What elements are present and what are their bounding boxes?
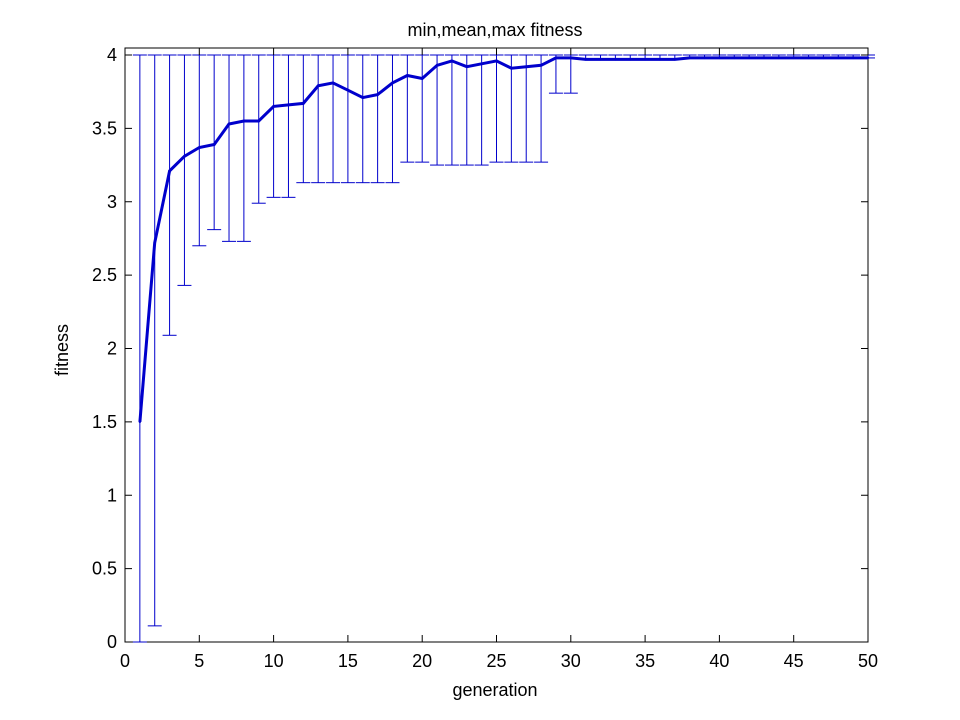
x-tick-label: 50: [858, 651, 878, 671]
x-axis-ticks: 0 5 10 15 20 25 30 35 40 45 50: [120, 48, 878, 671]
y-tick-label: 1.5: [92, 412, 117, 432]
min-max-range-bars: [139, 55, 869, 642]
mean-point: [525, 65, 528, 68]
x-tick-label: 45: [784, 651, 804, 671]
mean-point: [614, 58, 617, 61]
mean-point: [421, 77, 424, 80]
mean-point: [168, 169, 171, 173]
mean-point: [599, 58, 602, 61]
y-tick-label: 3: [107, 192, 117, 212]
mean-point: [510, 67, 513, 70]
mean-point: [376, 93, 379, 96]
mean-points: [138, 56, 870, 424]
mean-point: [406, 74, 409, 77]
y-axis-label: fitness: [52, 324, 72, 376]
x-tick-label: 15: [338, 651, 358, 671]
mean-point: [851, 56, 855, 60]
mean-point: [316, 84, 320, 88]
mean-point: [822, 56, 825, 60]
mean-point: [435, 64, 439, 67]
x-tick-label: 25: [486, 651, 506, 671]
mean-point: [346, 89, 350, 92]
y-tick-label: 1: [107, 485, 117, 505]
y-tick-label: 0.5: [92, 559, 117, 579]
mean-point: [302, 102, 305, 105]
mean-point: [554, 56, 558, 60]
plot-area: [124, 47, 875, 643]
x-tick-label: 5: [194, 651, 204, 671]
mean-point: [673, 58, 677, 61]
mean-point: [227, 122, 231, 126]
mean-point: [688, 56, 691, 60]
mean-point: [658, 58, 662, 61]
mean-point: [272, 105, 275, 108]
mean-point: [629, 58, 632, 61]
mean-point: [747, 56, 751, 60]
mean-point: [718, 56, 721, 60]
mean-point: [569, 56, 572, 60]
chart-title: min,mean,max fitness: [407, 20, 582, 40]
mean-point: [792, 56, 795, 60]
x-tick-label: 30: [561, 651, 581, 671]
mean-point: [287, 103, 290, 107]
mean-point: [703, 56, 706, 60]
mean-point: [198, 146, 201, 149]
x-tick-label: 40: [709, 651, 729, 671]
x-tick-label: 10: [264, 651, 284, 671]
mean-point: [866, 56, 870, 60]
mean-point: [183, 155, 186, 158]
mean-point: [584, 58, 587, 61]
mean-point: [212, 143, 216, 146]
mean-point: [733, 56, 736, 60]
mean-point: [242, 119, 246, 123]
y-tick-label: 3.5: [92, 118, 117, 138]
mean-point: [465, 65, 468, 68]
y-axis-ticks: 0 0.5 1 1.5 2 2.5 3 3.5 4: [92, 45, 868, 652]
x-tick-label: 0: [120, 651, 130, 671]
mean-point: [480, 62, 483, 66]
mean-point: [762, 56, 766, 60]
mean-point: [495, 59, 498, 63]
mean-point: [450, 59, 454, 63]
y-tick-label: 2.5: [92, 265, 117, 285]
mean-point: [257, 119, 260, 123]
mean-fitness-line: [138, 56, 868, 423]
mean-point: [539, 64, 543, 67]
x-axis-label: generation: [452, 680, 537, 700]
x-tick-label: 20: [412, 651, 432, 671]
y-tick-label: 0: [107, 632, 117, 652]
mean-point: [837, 56, 840, 60]
y-tick-label: 4: [107, 45, 117, 65]
y-tick-label: 2: [107, 339, 117, 359]
x-tick-label: 35: [635, 651, 655, 671]
mean-point: [777, 56, 781, 60]
mean-point: [153, 241, 156, 245]
mean-point: [643, 58, 647, 61]
mean-point: [331, 81, 335, 85]
mean-point: [361, 96, 364, 99]
mean-point: [807, 56, 810, 60]
mean-point: [138, 420, 142, 424]
mean-point: [391, 81, 394, 85]
